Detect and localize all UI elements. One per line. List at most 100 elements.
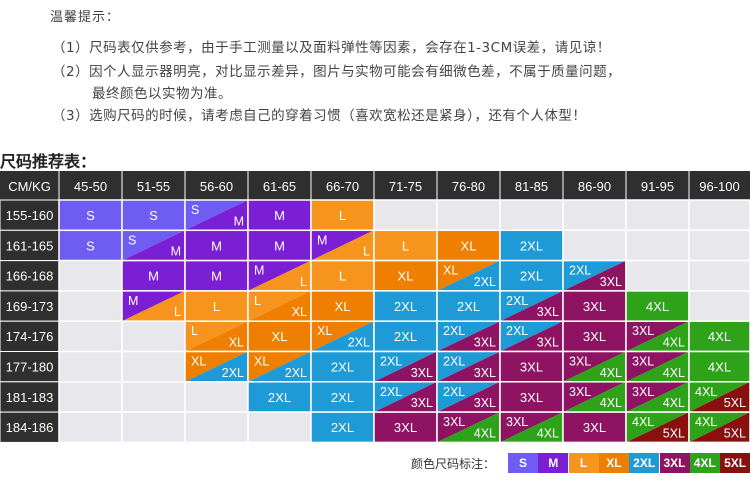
size-label-upper: 3XL — [443, 415, 465, 429]
size-label: M — [211, 238, 222, 253]
size-cell-upper — [185, 200, 248, 231]
size-label-lower: 4XL — [663, 396, 685, 410]
height-header: 174-176 — [6, 329, 54, 344]
height-header: 166-168 — [6, 269, 54, 284]
size-label: 2XL — [520, 269, 543, 284]
size-label-lower: 2XL — [348, 336, 370, 350]
empty-cell — [688, 290, 750, 322]
weight-header: 66-70 — [326, 179, 359, 194]
size-cell — [247, 229, 312, 262]
size-label-lower: 2XL — [222, 366, 244, 380]
size-label-lower: 3XL — [411, 366, 433, 380]
tip-line-2: （2）因个人显示器明亮，对比显示差异，图片与实物可能会有细微色差，不属于质量问题… — [52, 64, 622, 80]
size-label-lower: 2XL — [474, 275, 496, 289]
size-cell — [247, 381, 312, 413]
empty-cell — [58, 320, 123, 353]
size-cell-lower — [374, 381, 437, 413]
weight-header: 76-80 — [452, 179, 485, 194]
size-label-lower: M — [234, 214, 244, 228]
size-label-lower: 4XL — [537, 426, 559, 440]
size-cell — [373, 411, 438, 444]
size-label: L — [402, 238, 409, 253]
size-cell-lower — [185, 351, 248, 382]
size-cell-upper — [563, 381, 626, 413]
size-label: 3XL — [583, 420, 606, 435]
empty-cell — [625, 229, 690, 262]
size-cell-lower — [437, 260, 500, 291]
size-cell-lower — [437, 412, 500, 443]
size-label-upper: 4XL — [695, 385, 717, 399]
size-label: M — [211, 269, 222, 284]
size-label-lower: M — [171, 245, 181, 259]
size-label: XL — [461, 238, 477, 253]
size-label-lower: 4XL — [600, 396, 622, 410]
size-label-lower: 4XL — [600, 366, 622, 380]
size-label-upper: 2XL — [443, 324, 465, 338]
size-cell — [499, 350, 564, 383]
size-cell-upper — [374, 381, 437, 413]
size-label-upper: XL — [191, 355, 206, 369]
size-label: 3XL — [583, 299, 606, 314]
size-cell-lower — [248, 260, 311, 291]
weight-header: 51-55 — [137, 179, 170, 194]
size-cell-lower — [437, 321, 500, 352]
empty-cell — [121, 411, 186, 444]
legend-swatch-xl: XL — [598, 453, 631, 473]
size-label-upper: M — [254, 264, 264, 278]
weight-header: 45-50 — [74, 179, 107, 194]
size-cell — [310, 411, 375, 444]
size-label-lower: L — [174, 305, 181, 319]
empty-cell — [247, 411, 312, 444]
size-label-upper: M — [128, 294, 138, 308]
size-cell-lower — [311, 321, 374, 352]
empty-cell — [625, 259, 690, 292]
size-label: 3XL — [520, 360, 543, 375]
empty-cell — [499, 199, 564, 232]
size-cell-lower — [626, 381, 689, 413]
size-cell-upper — [500, 290, 563, 322]
size-label-upper: 3XL — [569, 385, 591, 399]
size-cell — [688, 350, 750, 383]
empty-cell — [688, 259, 750, 292]
size-label-lower: 3XL — [537, 336, 559, 350]
size-label: L — [213, 299, 220, 314]
height-header-cell — [0, 229, 60, 262]
size-cell — [562, 411, 627, 444]
height-header-cell — [0, 290, 60, 322]
legend-swatch-3xl: 3XL — [659, 453, 692, 473]
size-label-upper: 4XL — [632, 415, 654, 429]
size-label: 4XL — [708, 360, 731, 375]
empty-cell — [121, 381, 186, 413]
size-chart-title: 尺码推荐表： — [0, 152, 97, 171]
size-cell-lower — [437, 381, 500, 413]
size-label-upper: XL — [317, 324, 332, 338]
size-label: 2XL — [331, 390, 354, 405]
size-cell — [499, 259, 564, 292]
empty-cell — [688, 199, 750, 232]
empty-cell — [58, 381, 123, 413]
corner-label: CM/KG — [8, 179, 51, 194]
legend-swatch-m: M — [538, 453, 571, 473]
size-label: L — [339, 208, 346, 223]
size-label-lower: 3XL — [474, 396, 496, 410]
size-label: 2XL — [268, 390, 291, 405]
header-row — [0, 171, 750, 200]
size-label-upper: S — [191, 203, 199, 217]
size-cell-lower — [563, 351, 626, 382]
size-cell-lower — [122, 230, 185, 261]
size-label-upper: 3XL — [569, 355, 591, 369]
weight-header: 91-95 — [641, 179, 674, 194]
size-cell-upper — [437, 381, 500, 413]
size-label: XL — [335, 299, 351, 314]
size-label: 4XL — [646, 299, 669, 314]
tips-title: 温馨提示： — [50, 10, 121, 25]
size-label-upper: L — [191, 324, 198, 338]
size-cell-upper — [311, 230, 374, 261]
size-cell — [373, 259, 438, 292]
size-label-lower: L — [363, 245, 370, 259]
height-header: 155-160 — [6, 208, 54, 223]
height-header: 177-180 — [6, 360, 54, 375]
size-cell — [625, 290, 690, 322]
size-cell — [184, 290, 249, 322]
